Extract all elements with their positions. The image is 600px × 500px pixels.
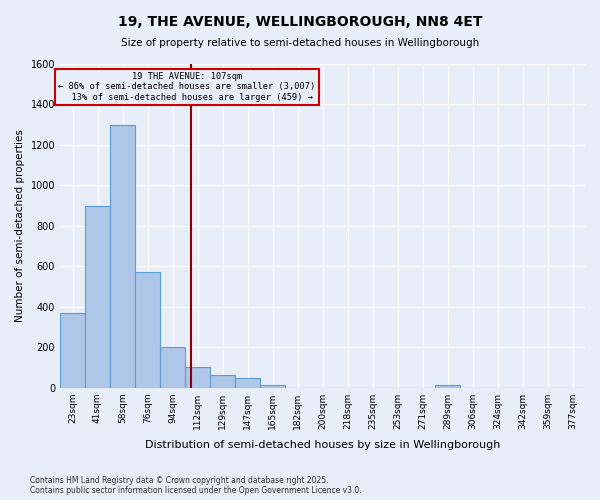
Text: 19 THE AVENUE: 107sqm
← 86% of semi-detached houses are smaller (3,007)
  13% of: 19 THE AVENUE: 107sqm ← 86% of semi-deta… [58,72,316,102]
Bar [435,384,460,388]
Bar [85,206,110,388]
Bar [260,384,285,388]
Bar [160,347,185,388]
Bar [60,313,85,388]
Bar [235,378,260,388]
Text: 19, THE AVENUE, WELLINGBOROUGH, NN8 4ET: 19, THE AVENUE, WELLINGBOROUGH, NN8 4ET [118,15,482,29]
Bar [135,272,160,388]
Text: Contains HM Land Registry data © Crown copyright and database right 2025.
Contai: Contains HM Land Registry data © Crown c… [30,476,362,495]
Bar [110,124,135,388]
Text: Size of property relative to semi-detached houses in Wellingborough: Size of property relative to semi-detach… [121,38,479,48]
Bar [185,368,210,388]
Bar [210,374,235,388]
Y-axis label: Number of semi-detached properties: Number of semi-detached properties [15,130,25,322]
X-axis label: Distribution of semi-detached houses by size in Wellingborough: Distribution of semi-detached houses by … [145,440,500,450]
